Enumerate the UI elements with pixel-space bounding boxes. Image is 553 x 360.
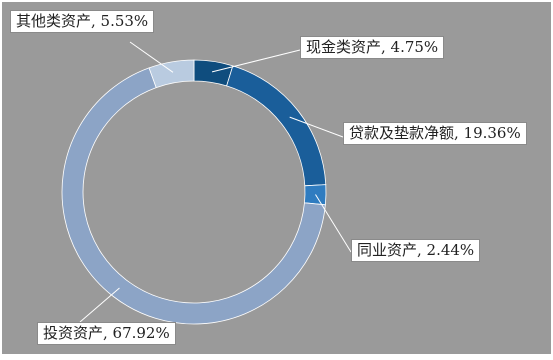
leader-line-2 xyxy=(315,194,352,253)
data-label-investment-assets: 投资资产, 67.92% xyxy=(37,322,176,345)
donut-slices xyxy=(61,59,327,325)
data-label-other-assets: 其他类资产, 5.53% xyxy=(10,10,155,33)
data-label-cash-assets: 现金类资产, 4.75% xyxy=(300,36,445,59)
leader-line-0 xyxy=(211,49,301,73)
leader-line-3 xyxy=(79,287,120,323)
data-label-loans: 贷款及垫款净额, 19.36% xyxy=(343,122,527,145)
donut-slice-4 xyxy=(148,59,195,89)
label-leader-lines xyxy=(79,41,352,323)
donut-slice-3 xyxy=(61,67,326,325)
data-label-interbank-assets: 同业资产, 2.44% xyxy=(351,239,481,262)
chart-plot-bg xyxy=(2,2,551,354)
leader-line-4 xyxy=(129,41,174,73)
leader-line-1 xyxy=(289,116,344,138)
